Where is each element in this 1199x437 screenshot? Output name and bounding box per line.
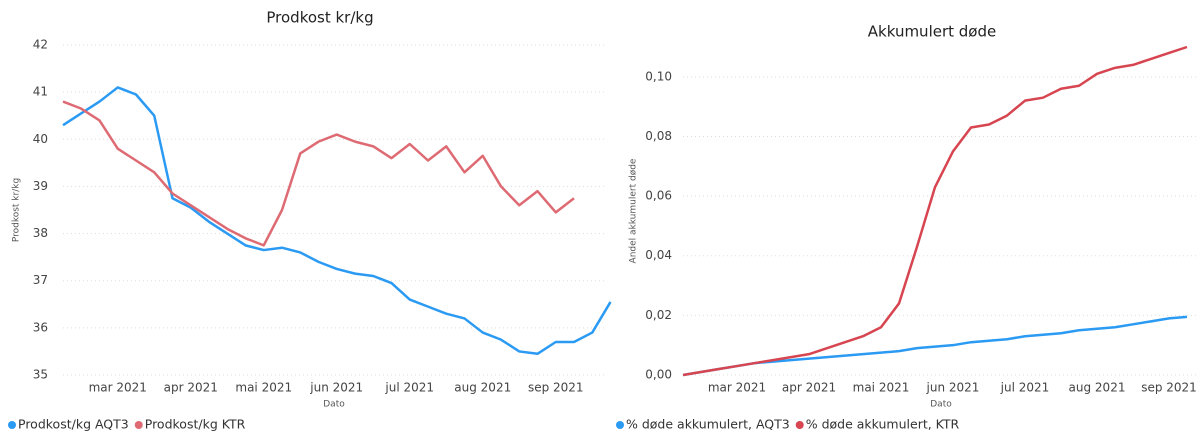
x-tick-label: apr 2021	[782, 381, 836, 395]
x-tick-label: mai 2021	[235, 381, 292, 395]
x-axis-title: Dato	[323, 400, 345, 410]
y-tick-label: 0,10	[645, 69, 672, 83]
legend-marker	[8, 421, 16, 429]
series-line	[62, 100, 575, 247]
legend-marker	[616, 421, 624, 429]
y-tick-label: 40	[33, 132, 48, 146]
x-tick-label: jul 2021	[1000, 381, 1050, 395]
x-tick-label: sep 2021	[1141, 381, 1197, 395]
chart-title: Prodkost kr/kg	[266, 9, 373, 27]
x-tick-label: jun 2021	[926, 381, 980, 395]
x-tick-label: apr 2021	[164, 381, 218, 395]
legend-marker	[134, 421, 143, 429]
x-tick-label: jul 2021	[384, 381, 434, 395]
y-tick-label: 36	[33, 320, 48, 334]
y-tick-label: 42	[33, 38, 48, 52]
legend-label: Prodkost/kg AQT3	[18, 417, 129, 432]
legend-label: % døde akkumulert, AQT3	[626, 417, 790, 432]
x-tick-label: mar 2021	[89, 381, 147, 395]
x-axis-title: Dato	[930, 400, 952, 410]
y-tick-label: 37	[33, 273, 48, 287]
y-tick-label: 41	[33, 85, 48, 99]
series-line	[682, 45, 1188, 377]
y-axis-title: Andel akkumulert døde	[629, 158, 639, 263]
y-tick-label: 0,02	[645, 308, 672, 322]
legend-label: % døde akkumulert, KTR	[806, 417, 960, 432]
y-tick-label: 0,08	[645, 129, 672, 143]
y-axis-title: Prodkost kr/kg	[12, 178, 22, 242]
x-tick-label: aug 2021	[1069, 381, 1126, 395]
legend-marker	[795, 421, 804, 429]
x-tick-label: sep 2021	[528, 381, 584, 395]
x-tick-label: mar 2021	[708, 381, 766, 395]
legend-label: Prodkost/kg KTR	[145, 417, 246, 432]
y-tick-label: 0,06	[645, 189, 672, 203]
x-tick-label: jun 2021	[309, 381, 363, 395]
series-line	[682, 315, 1188, 377]
y-tick-label: 0,00	[645, 368, 672, 382]
y-tick-label: 38	[33, 226, 48, 240]
y-tick-label: 35	[33, 368, 48, 382]
y-tick-label: 0,04	[645, 248, 672, 262]
x-tick-label: mai 2021	[853, 381, 910, 395]
x-tick-label: aug 2021	[454, 381, 511, 395]
y-tick-label: 39	[33, 179, 48, 193]
series-line	[62, 86, 612, 356]
chart-title: Akkumulert døde	[868, 23, 996, 41]
